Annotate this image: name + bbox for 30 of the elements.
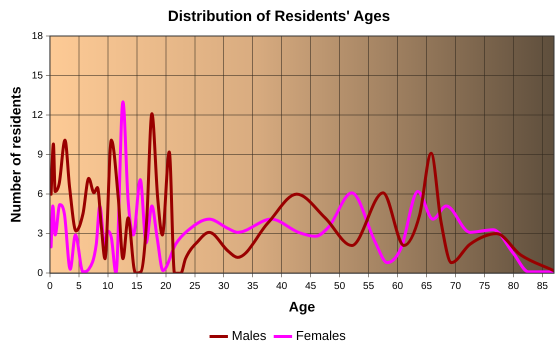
y-tick-label: 18 [32,30,44,42]
x-tick-label: 30 [218,280,230,292]
x-tick-label: 60 [392,280,404,292]
x-tick-label: 15 [131,280,143,292]
x-tick-label: 5 [76,280,82,292]
x-tick-label: 20 [160,280,172,292]
x-tick-label: 10 [102,280,114,292]
x-tick-label: 65 [420,280,433,292]
x-tick-label: 80 [508,280,520,292]
y-tick-label: 12 [32,110,44,121]
y-tick-label: 6 [37,188,44,200]
chart-title: Distribution of Residents' Ages [168,8,390,26]
x-tick-label: 45 [305,280,317,292]
y-tick-label: 0 [37,268,44,279]
x-tick-label: 40 [276,280,288,292]
x-tick-label: 75 [478,280,490,292]
x-tick-label: 85 [536,280,548,292]
x-tick-label: 55 [363,280,375,292]
y-axis-title: Number of residents [7,86,24,223]
y-tick-label: 3 [37,228,44,240]
legend-label: Females [296,328,346,344]
legend-label: Males [232,328,267,344]
y-tick-label: 9 [37,149,44,160]
x-tick-label: 70 [450,280,462,292]
x-tick-label: 0 [47,280,54,292]
x-axis-title: Age [288,298,316,314]
x-tick-label: 25 [189,280,201,292]
y-tick-label: 15 [32,70,44,82]
x-tick-label: 35 [247,280,259,292]
x-tick-label: 50 [334,280,346,292]
